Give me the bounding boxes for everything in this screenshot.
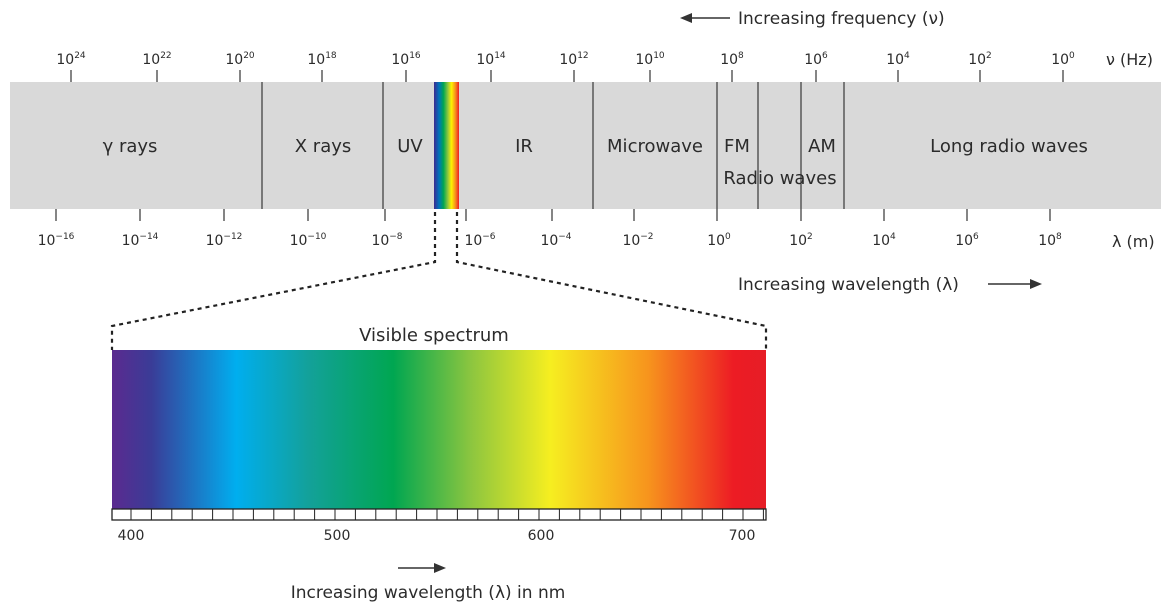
- wl-tick-label: 10−12: [206, 232, 243, 249]
- wl-tick-label: 10−4: [540, 232, 571, 249]
- wavelength-direction-arrow: Increasing wavelength (λ): [738, 275, 1042, 295]
- spectrum-band: [10, 82, 1161, 209]
- wl-tick-label: 10−16: [38, 232, 75, 249]
- freq-tick-label: 1022: [142, 51, 171, 68]
- freq-tick-label: 100: [1051, 51, 1075, 68]
- visible-region-strip: [434, 82, 459, 209]
- visible-spectrum-bar: [112, 350, 766, 509]
- band-label-long-radio: Long radio waves: [930, 136, 1088, 157]
- band-dividers: [261, 82, 845, 209]
- frequency-tick-labels: 1024 1022 1020 1018 1016 1014 1012 1010 …: [56, 50, 1153, 69]
- wavelength-tick-labels: 10−16 10−14 10−12 10−10 10−8 10−6 10−4 1…: [38, 232, 1155, 251]
- wl-tick-label: 102: [789, 232, 813, 249]
- wl-tick-label: 10−2: [622, 232, 653, 249]
- visible-scale-label: 400: [118, 528, 145, 544]
- freq-tick-label: 1020: [225, 51, 255, 68]
- band-labels: γ rays X rays UV IR Microwave FM AM Radi…: [103, 136, 1088, 189]
- wl-tick-label: 104: [872, 232, 896, 249]
- band-label-radio-waves: Radio waves: [723, 168, 836, 189]
- band-label-ir: IR: [515, 136, 533, 157]
- frequency-direction-arrow: Increasing frequency (ν): [680, 9, 945, 29]
- freq-tick-label: 1018: [307, 51, 337, 68]
- wl-tick-label: 100: [707, 232, 731, 249]
- wl-tick-label: 10−6: [464, 232, 495, 249]
- freq-tick-label: 104: [886, 51, 910, 68]
- wl-tick-label: 108: [1038, 232, 1062, 249]
- band-label-uv: UV: [397, 136, 423, 157]
- freq-tick-label: 102: [968, 51, 992, 68]
- band-label-fm: FM: [724, 136, 750, 157]
- wavelength-ticks: [55, 209, 1051, 221]
- freq-tick-label: 1016: [391, 51, 421, 68]
- wl-tick-label: 106: [955, 232, 979, 249]
- freq-tick-label: 108: [720, 51, 744, 68]
- freq-tick-label: 1014: [476, 51, 506, 68]
- visible-scale-ruler: [111, 508, 767, 521]
- frequency-unit-label: ν (Hz): [1106, 50, 1153, 69]
- band-label-xray: X rays: [295, 136, 352, 157]
- visible-scale-label: 500: [324, 528, 351, 544]
- band-label-microwave: Microwave: [607, 136, 703, 157]
- wavelength-arrow-caption: Increasing wavelength (λ): [738, 275, 959, 295]
- wl-tick-label: 10−14: [122, 232, 159, 249]
- freq-tick-label: 1012: [559, 51, 588, 68]
- freq-tick-label: 106: [804, 51, 828, 68]
- wl-tick-label: 10−8: [371, 232, 402, 249]
- nm-direction-arrow: [398, 563, 446, 573]
- wavelength-unit-label: λ (m): [1112, 232, 1155, 251]
- frequency-ticks: [70, 70, 1064, 82]
- frequency-arrow-caption: Increasing frequency (ν): [738, 9, 945, 29]
- freq-tick-label: 1010: [635, 51, 665, 68]
- visible-scale-labels: 400 500 600 700: [118, 528, 756, 544]
- band-label-am: AM: [808, 136, 836, 157]
- zoom-lines: [110, 212, 768, 350]
- visible-scale-label: 600: [528, 528, 555, 544]
- freq-tick-label: 1024: [56, 51, 86, 68]
- visible-spectrum-title: Visible spectrum: [359, 325, 509, 346]
- wl-tick-label: 10−10: [290, 232, 327, 249]
- visible-scale-label: 700: [729, 528, 756, 544]
- visible-caption: Increasing wavelength (λ) in nm: [291, 583, 566, 603]
- band-label-gamma: γ rays: [103, 136, 158, 157]
